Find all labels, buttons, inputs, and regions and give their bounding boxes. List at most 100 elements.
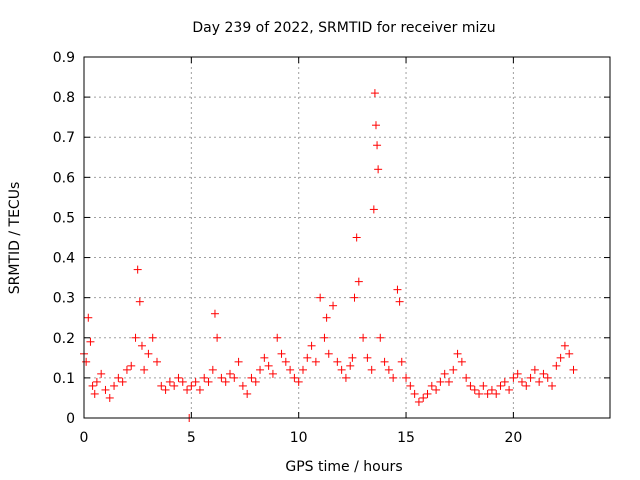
data-point	[238, 381, 247, 390]
data-point	[281, 357, 290, 366]
data-point	[298, 365, 307, 374]
data-point	[552, 361, 561, 370]
data-point	[152, 357, 161, 366]
data-point	[256, 365, 265, 374]
y-tick-label: 0.4	[53, 251, 75, 267]
y-tick-label: 0.5	[53, 210, 75, 226]
axis-ticks: 0 0.1 0.2 0.3 0.4 0.5 0.6 0.7 0.8 0.9 0 5 10 15 20	[53, 50, 610, 446]
data-point	[406, 381, 415, 390]
data-point	[444, 377, 453, 386]
data-point	[414, 397, 423, 406]
x-tick-label: 5	[187, 430, 196, 446]
data-point	[243, 389, 252, 398]
data-point	[369, 205, 378, 214]
data-point	[440, 369, 449, 378]
data-point	[397, 357, 406, 366]
y-tick-label: 0.8	[53, 90, 75, 106]
data-point	[539, 369, 548, 378]
data-point	[352, 233, 361, 242]
data-point	[311, 357, 320, 366]
data-point	[354, 277, 363, 286]
data-point	[526, 373, 535, 382]
data-point	[178, 377, 187, 386]
data-point	[475, 389, 484, 398]
data-point	[341, 373, 350, 382]
data-point	[505, 385, 514, 394]
data-point	[225, 369, 234, 378]
data-point	[543, 373, 552, 382]
data-point	[260, 353, 269, 362]
data-point	[118, 377, 127, 386]
data-point	[569, 365, 578, 374]
data-point	[522, 381, 531, 390]
data-point	[286, 365, 295, 374]
data-point	[131, 333, 140, 342]
data-point	[380, 357, 389, 366]
y-tick-label: 0.1	[53, 371, 75, 387]
data-point	[367, 365, 376, 374]
data-point	[376, 333, 385, 342]
data-point	[513, 369, 522, 378]
x-tick-label: 20	[504, 430, 522, 446]
data-point	[322, 313, 331, 322]
data-point	[423, 389, 432, 398]
data-point	[264, 361, 273, 370]
x-axis-label: GPS time / hours	[285, 459, 402, 475]
data-point	[217, 373, 226, 382]
y-tick-label: 0.3	[53, 291, 75, 307]
data-point	[427, 381, 436, 390]
data-point	[329, 301, 338, 310]
data-point	[320, 333, 329, 342]
data-point	[110, 381, 119, 390]
plot-frame	[83, 56, 611, 419]
data-point	[90, 389, 99, 398]
data-point	[303, 353, 312, 362]
data-point	[114, 373, 123, 382]
data-point	[466, 381, 475, 390]
data-point	[432, 385, 441, 394]
data-point	[457, 357, 466, 366]
data-point	[135, 297, 144, 306]
data-point	[251, 377, 260, 386]
data-point	[324, 349, 333, 358]
data-point	[247, 373, 256, 382]
y-tick-label: 0.7	[53, 130, 75, 146]
data-point	[462, 373, 471, 382]
data-point	[389, 373, 398, 382]
data-point	[290, 373, 299, 382]
data-point	[195, 385, 204, 394]
data-point	[161, 385, 170, 394]
data-point	[374, 165, 383, 174]
data-point	[410, 389, 419, 398]
data-point	[101, 385, 110, 394]
data-point	[88, 381, 97, 390]
data-point	[509, 373, 518, 382]
data-point	[210, 309, 219, 318]
data-point	[187, 381, 196, 390]
data-point	[535, 377, 544, 386]
data-point	[208, 365, 217, 374]
data-point	[393, 285, 402, 294]
data-point	[82, 357, 91, 366]
data-point	[221, 377, 230, 386]
data-point	[337, 365, 346, 374]
data-point	[165, 377, 174, 386]
data-point	[122, 365, 131, 374]
data-point	[402, 373, 411, 382]
data-point	[373, 141, 382, 150]
data-point	[560, 341, 569, 350]
data-point	[556, 353, 565, 362]
data-point	[530, 365, 539, 374]
data-point	[140, 365, 149, 374]
data-point	[268, 369, 277, 378]
data-point	[92, 377, 101, 386]
data-point	[548, 381, 557, 390]
y-tick-label: 0	[66, 411, 75, 427]
data-point	[273, 333, 282, 342]
data-point	[127, 361, 136, 370]
data-point	[395, 297, 404, 306]
data-point	[191, 377, 200, 386]
data-point	[350, 293, 359, 302]
data-point	[479, 381, 488, 390]
data-point	[483, 389, 492, 398]
